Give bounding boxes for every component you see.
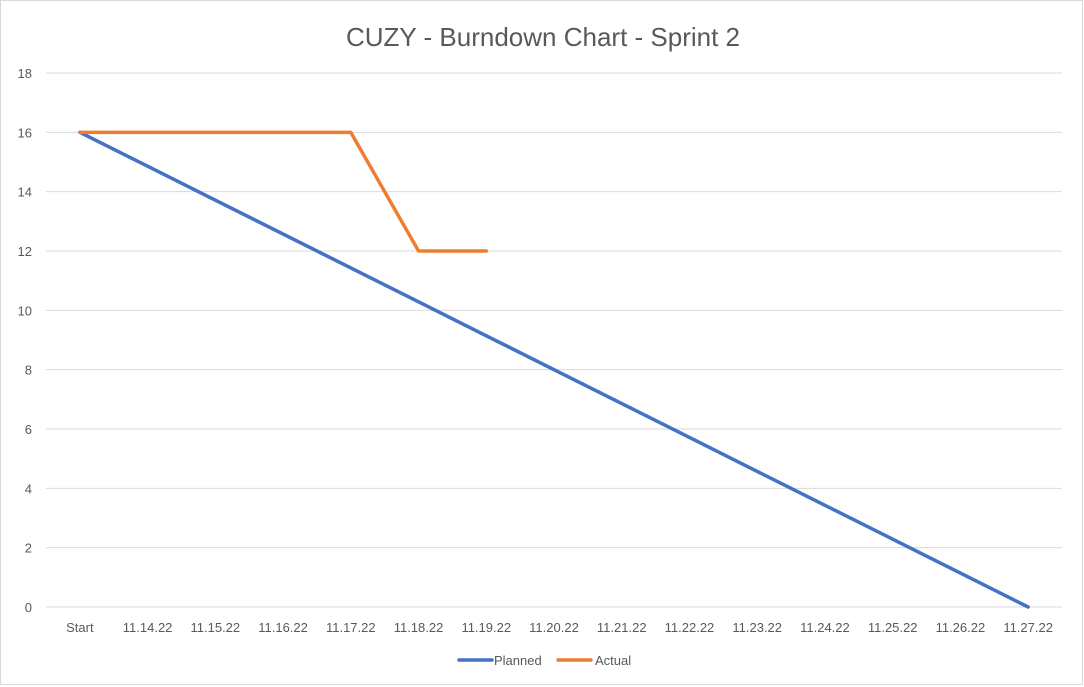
- y-tick-label: 4: [25, 481, 32, 496]
- plot-series: [78, 130, 1030, 609]
- y-tick-label: 10: [18, 303, 32, 318]
- y-tick-label: 18: [18, 66, 32, 81]
- x-tick-label: 11.16.22: [258, 620, 308, 635]
- x-tick-label: 11.23.22: [732, 620, 782, 635]
- series-line-planned: [78, 130, 1030, 609]
- chart-title: CUZY - Burndown Chart - Sprint 2: [346, 22, 740, 52]
- y-tick-label: 2: [25, 541, 32, 556]
- x-tick-label: 11.14.22: [123, 620, 173, 635]
- legend-label: Actual: [595, 653, 631, 668]
- series-line-actual: [78, 130, 489, 253]
- x-tick-label: 11.24.22: [800, 620, 850, 635]
- y-tick-label: 0: [25, 600, 32, 615]
- x-tick-label: Start: [66, 620, 94, 635]
- y-tick-label: 6: [25, 422, 32, 437]
- x-tick-label: 11.21.22: [597, 620, 647, 635]
- y-tick-label: 8: [25, 363, 32, 378]
- x-tick-label: 11.17.22: [326, 620, 376, 635]
- y-tick-label: 12: [18, 244, 32, 259]
- y-tick-label: 14: [18, 185, 32, 200]
- legend: Planned Actual: [457, 653, 631, 668]
- x-tick-label: 11.19.22: [461, 620, 511, 635]
- x-tick-label: 11.22.22: [665, 620, 715, 635]
- x-tick-label: 11.26.22: [936, 620, 986, 635]
- x-tick-label: 11.18.22: [394, 620, 444, 635]
- y-tick-label: 16: [18, 125, 32, 140]
- legend-label: Planned: [494, 653, 542, 668]
- x-tick-label: 11.27.22: [1003, 620, 1053, 635]
- gridlines: [46, 72, 1062, 608]
- x-tick-label: 11.15.22: [191, 620, 241, 635]
- x-axis-ticks: Start 11.14.22 11.15.22 11.16.22 11.17.22 11.…: [66, 620, 1053, 635]
- x-tick-label: 11.20.22: [529, 620, 579, 635]
- x-tick-label: 11.25.22: [868, 620, 918, 635]
- y-axis-ticks: 0 2 4 6 8 10 12 14 16 18: [18, 66, 32, 615]
